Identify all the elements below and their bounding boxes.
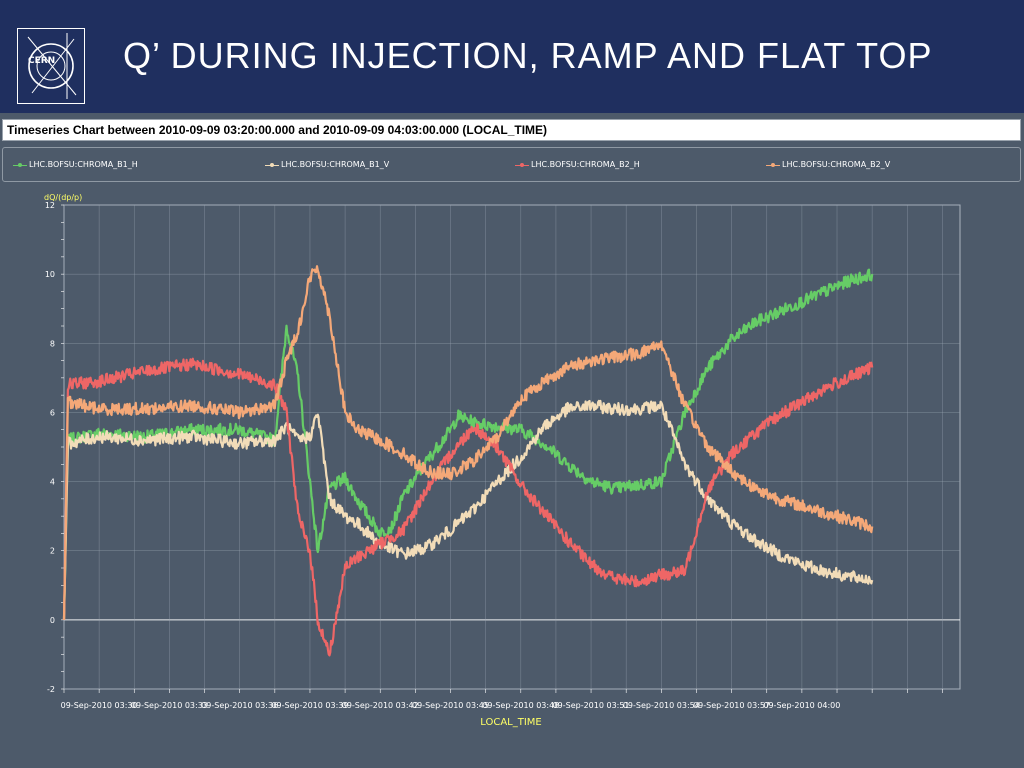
legend-label-b2-h: LHC.BOFSU:CHROMA_B2_H — [531, 160, 640, 169]
legend-item-b1-v[interactable]: LHC.BOFSU:CHROMA_B1_V — [265, 160, 389, 169]
series-line-b2-h — [62, 357, 874, 657]
x-tick-label: 09-Sep-2010 03:45 — [412, 701, 489, 710]
cern-logo-graphic — [27, 33, 77, 99]
slide-title: Q’ during injection, ramp and flat top — [123, 35, 933, 76]
cern-logo: CERN — [17, 28, 85, 104]
series-line-b1-v — [62, 399, 874, 620]
y-tick-label: 0 — [50, 616, 55, 625]
legend-swatch-b1-v — [265, 161, 279, 169]
x-tick-label: 09-Sep-2010 03:57 — [693, 701, 770, 710]
legend-label-b1-h: LHC.BOFSU:CHROMA_B1_H — [29, 160, 138, 169]
x-tick-label: 09-Sep-2010 03:51 — [553, 701, 630, 710]
chart-title-bar: Timeseries Chart between 2010-09-09 03:2… — [2, 119, 1021, 141]
y-tick-label: -2 — [47, 685, 55, 694]
y-tick-label: 6 — [50, 408, 55, 417]
x-tick-label: 09-Sep-2010 03:42 — [342, 701, 419, 710]
legend-swatch-b1-h — [13, 161, 27, 169]
series-layer — [62, 265, 874, 657]
x-tick-label: 09-Sep-2010 03:30 — [61, 701, 138, 710]
chart-title: Timeseries Chart between 2010-09-09 03:2… — [7, 123, 548, 137]
y-tick-label: 10 — [45, 270, 55, 279]
y-tick-label: 8 — [50, 339, 55, 348]
x-tick-label: 09-Sep-2010 03:39 — [271, 701, 348, 710]
x-tick-label: 09-Sep-2010 03:36 — [201, 701, 278, 710]
legend-label-b2-v: LHC.BOFSU:CHROMA_B2_V — [782, 160, 891, 169]
series-line-b1-h — [62, 268, 874, 620]
slide-header: CERN Q’ during injection, ramp and flat … — [0, 0, 1024, 113]
y-tick-label: 12 — [45, 201, 55, 210]
y-tick-label: 2 — [50, 547, 55, 556]
grid — [63, 204, 960, 690]
y-tick-label: 4 — [50, 478, 55, 487]
x-tick-label: 09-Sep-2010 04:00 — [763, 701, 840, 710]
legend: LHC.BOFSU:CHROMA_B1_H LHC.BOFSU:CHROMA_B… — [2, 147, 1021, 182]
logo-text: CERN — [28, 56, 56, 66]
legend-swatch-b2-v — [766, 161, 780, 169]
legend-item-b2-v[interactable]: LHC.BOFSU:CHROMA_B2_V — [766, 160, 890, 169]
legend-label-b1-v: LHC.BOFSU:CHROMA_B1_V — [281, 160, 390, 169]
series-line-b2-v — [62, 265, 874, 620]
x-tick-label: 09-Sep-2010 03:33 — [131, 701, 208, 710]
plot-frame — [63, 204, 961, 690]
legend-swatch-b2-h — [515, 161, 529, 169]
x-axis-label: LOCAL_TIME — [480, 717, 541, 728]
y-axis-label: dQ/(dp/p) — [44, 193, 82, 202]
legend-item-b1-h[interactable]: LHC.BOFSU:CHROMA_B1_H — [13, 160, 138, 169]
legend-item-b2-h[interactable]: LHC.BOFSU:CHROMA_B2_H — [515, 160, 640, 169]
x-tick-label: 09-Sep-2010 03:48 — [482, 701, 559, 710]
x-tick-label: 09-Sep-2010 03:54 — [623, 701, 700, 710]
